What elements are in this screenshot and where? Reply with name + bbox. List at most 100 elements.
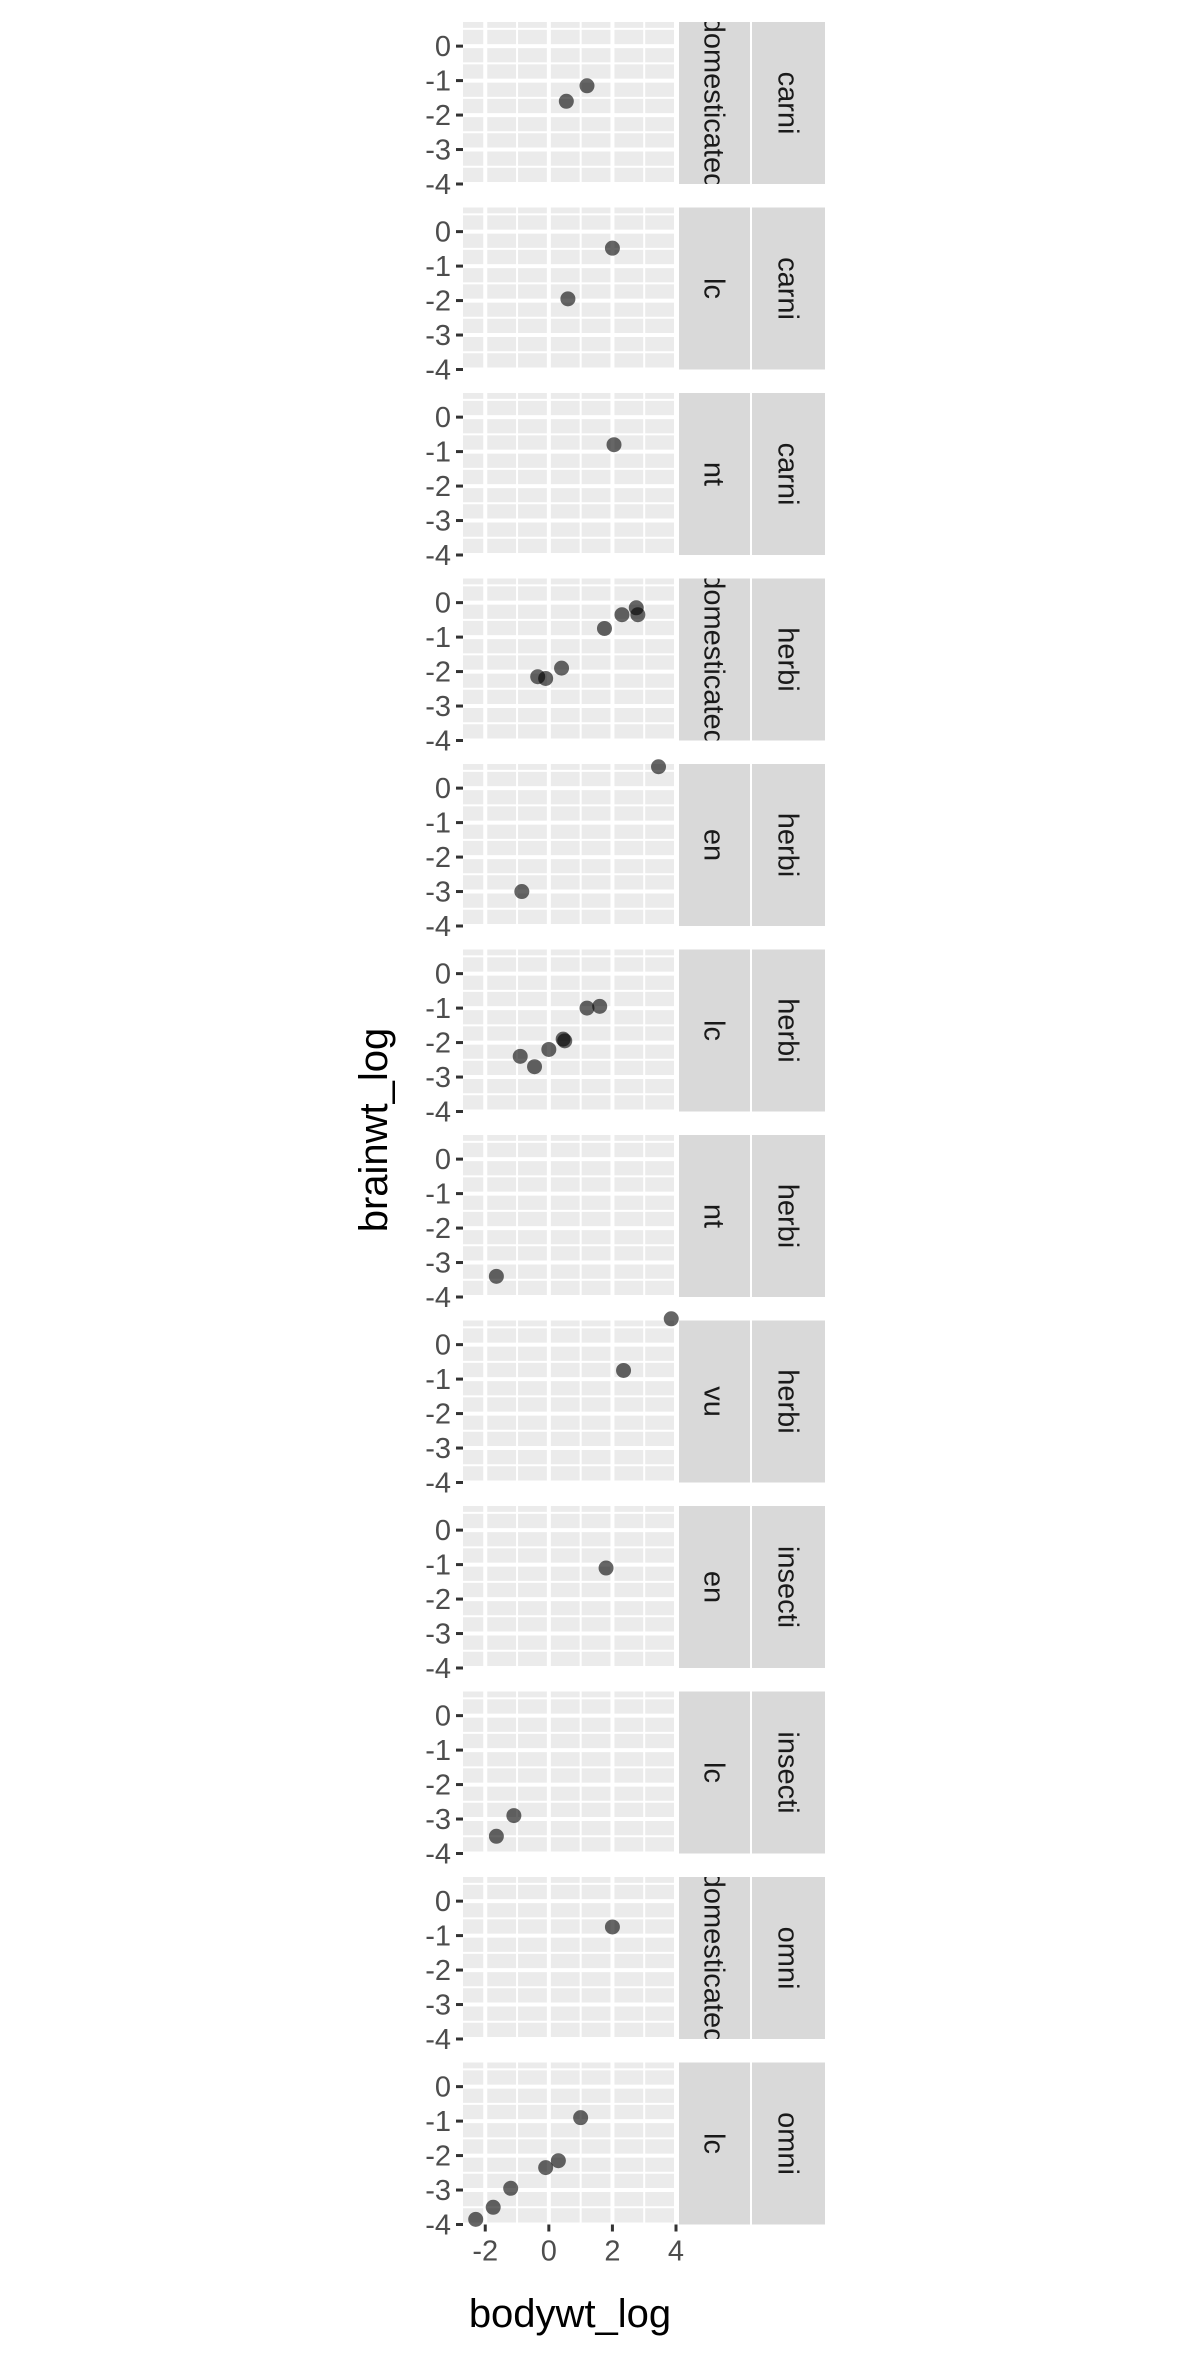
strip-conservation <box>679 1506 750 1668</box>
facet-panel-herbi-lc: 0-1-2-3-4 lc herbi <box>425 949 825 1129</box>
data-point <box>468 2211 484 2227</box>
y-tick-label: -4 <box>425 1282 451 1314</box>
y-tick-label: -2 <box>425 471 451 503</box>
data-point <box>557 1033 573 1049</box>
strip-label-vore: herbi <box>772 1369 804 1434</box>
y-tick-label: -3 <box>425 1062 451 1094</box>
data-point <box>560 291 576 307</box>
strip-label-vore: herbi <box>772 1184 804 1249</box>
y-tick-label: 0 <box>435 2072 451 2104</box>
strip-conservation <box>679 22 750 184</box>
data-point <box>630 607 646 623</box>
data-point <box>506 1808 522 1824</box>
y-tick-label: -2 <box>425 1770 451 1802</box>
strip-label-clip: domesticated <box>698 22 730 184</box>
y-tick-label: -2 <box>425 1399 451 1431</box>
strip-vore <box>752 1877 825 2039</box>
y-tick-label: -4 <box>425 911 451 943</box>
strip-label-conservation: lc <box>698 278 730 299</box>
y-tick-label: 0 <box>435 217 451 249</box>
strip-vore <box>752 207 825 370</box>
strip-vore <box>752 1320 825 1483</box>
y-tick-label: 0 <box>435 31 451 63</box>
data-point <box>488 1268 504 1284</box>
facet-panel-herbi-domesticated: 0-1-2-3-4 domesticated herbi <box>425 573 825 758</box>
x-tick-label: -2 <box>472 2236 498 2268</box>
strip-conservation <box>679 764 750 926</box>
panel-background <box>463 1506 676 1668</box>
y-tick-label: 0 <box>435 1701 451 1733</box>
panel-background <box>463 1877 676 2039</box>
y-tick-label: -3 <box>425 135 451 167</box>
facet-panel-insecti-en: 0-1-2-3-4 en insecti <box>425 1506 825 1685</box>
strip-conservation <box>679 393 750 555</box>
strip-vore <box>752 1135 825 1297</box>
y-tick-label: -1 <box>425 622 451 654</box>
y-tick-label: 0 <box>435 959 451 991</box>
data-point <box>579 78 595 94</box>
data-point <box>651 759 667 775</box>
panel-background <box>463 949 676 1112</box>
strip-label-clip: nt <box>698 1204 730 1228</box>
facet-panel-omni-lc: 0-1-2-3-4lc omni-2 0 2 4 <box>425 2062 825 2268</box>
x-tick-label: 2 <box>604 2236 620 2268</box>
y-tick-label: -2 <box>425 1955 451 1987</box>
strip-label-vore: omni <box>772 2112 804 2175</box>
data-point <box>573 2110 589 2126</box>
strip-vore <box>752 1506 825 1668</box>
data-point <box>616 1362 632 1378</box>
data-point <box>663 1311 679 1327</box>
strip-label-conservation: lc <box>698 2133 730 2154</box>
strip-vore <box>752 949 825 1112</box>
data-point <box>485 2199 501 2215</box>
x-axis-title: bodywt_log <box>469 2292 671 2336</box>
data-point <box>614 607 630 623</box>
y-tick-label: 0 <box>435 1330 451 1362</box>
facet-panel-herbi-vu: 0-1-2-3-4 vu herbi <box>425 1311 825 1500</box>
strip-label-conservation: domesticated <box>698 573 730 746</box>
data-point <box>579 1000 595 1016</box>
data-point <box>514 884 530 900</box>
facet-panel-omni-domesticated: 0-1-2-3-4 domesticated omni <box>425 1877 825 2056</box>
data-point <box>592 998 608 1014</box>
y-tick-label: -3 <box>425 691 451 723</box>
strip-vore <box>752 578 825 741</box>
strip-label-vore: carni <box>772 443 804 506</box>
y-tick-label: -4 <box>425 2210 451 2242</box>
y-tick-label: -4 <box>425 726 451 758</box>
strip-label-conservation: nt <box>698 462 730 486</box>
data-point <box>538 2160 554 2176</box>
y-tick-label: -1 <box>425 437 451 469</box>
panel-background <box>463 2062 676 2225</box>
y-tick-label: -1 <box>425 1735 451 1767</box>
y-tick-label: -2 <box>425 1028 451 1060</box>
data-point <box>558 93 574 109</box>
y-tick-label: -2 <box>425 2141 451 2173</box>
data-point <box>604 1919 620 1935</box>
strip-conservation <box>679 1135 750 1297</box>
y-tick-label: -4 <box>425 1097 451 1129</box>
strip-conservation <box>679 207 750 370</box>
y-tick-label: -2 <box>425 657 451 689</box>
y-tick-label: -4 <box>425 169 451 201</box>
strip-vore <box>752 1691 825 1854</box>
y-tick-label: -2 <box>425 1584 451 1616</box>
strip-label-conservation: nt <box>698 1204 730 1228</box>
strip-conservation <box>679 578 750 741</box>
y-tick-label: -1 <box>425 993 451 1025</box>
strip-label-clip: vu <box>698 1386 730 1417</box>
data-point <box>503 2180 519 2196</box>
y-tick-label: -1 <box>425 1364 451 1396</box>
y-tick-label: -2 <box>425 286 451 318</box>
strip-label-vore: herbi <box>772 813 804 878</box>
strip-label-conservation: lc <box>698 1762 730 1783</box>
strip-label-conservation: en <box>698 1571 730 1603</box>
y-tick-label: -4 <box>425 540 451 572</box>
y-tick-label: -3 <box>425 506 451 538</box>
y-tick-label: -1 <box>425 1921 451 1953</box>
y-tick-label: -4 <box>425 355 451 387</box>
strip-label-clip: domesticated <box>698 573 730 746</box>
strip-label-clip: lc <box>698 278 730 299</box>
panel-background <box>463 393 676 555</box>
